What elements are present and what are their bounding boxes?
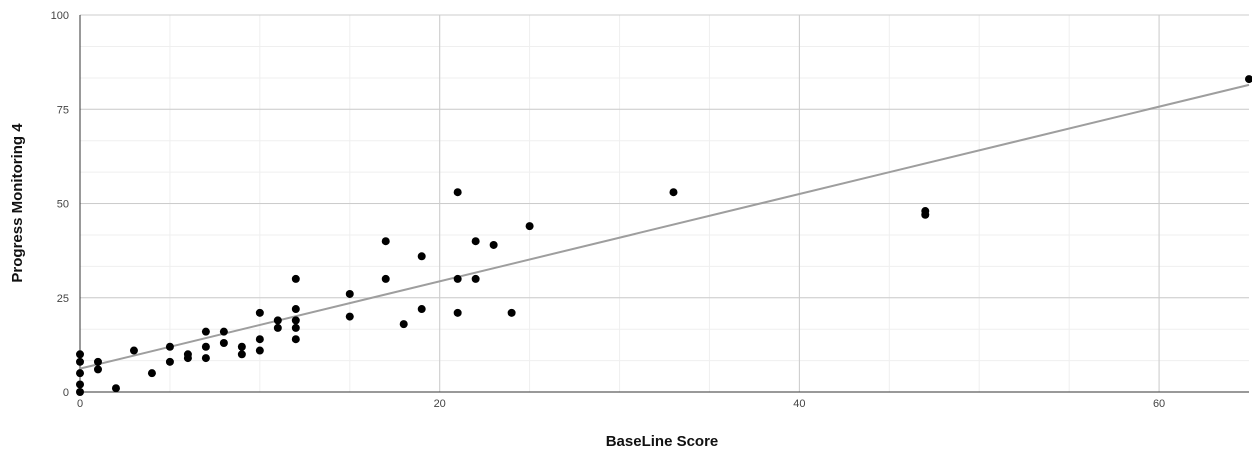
data-point <box>76 388 84 396</box>
data-point <box>165 357 174 366</box>
data-point <box>76 350 84 359</box>
data-point <box>201 354 210 363</box>
data-point <box>165 342 174 351</box>
data-point <box>381 237 390 246</box>
x-tick-label: 40 <box>793 398 805 410</box>
data-point <box>255 308 264 317</box>
x-tick-label: 20 <box>434 398 446 410</box>
axis-ticks: 0 20 40 60 0 25 50 75 100 <box>51 10 1166 410</box>
data-point <box>237 342 246 351</box>
y-axis-title: Progress Monitoring 4 <box>9 123 26 283</box>
data-point <box>183 354 192 363</box>
trendline <box>79 83 1250 370</box>
data-point <box>291 274 300 283</box>
data-point <box>453 308 462 317</box>
data-point <box>921 210 930 219</box>
x-tick-label: 60 <box>1153 398 1165 410</box>
y-tick-label: 100 <box>51 10 69 22</box>
data-point <box>291 305 300 314</box>
data-point <box>111 384 120 393</box>
data-point <box>417 252 426 261</box>
data-point <box>471 237 480 246</box>
data-point <box>417 305 426 314</box>
trendline-group <box>79 83 1250 370</box>
y-tick-label: 50 <box>57 199 69 211</box>
y-tick-label: 75 <box>57 104 69 116</box>
data-point <box>669 188 678 197</box>
y-tick-label: 25 <box>57 293 69 305</box>
data-point <box>76 369 84 378</box>
data-point <box>255 346 264 355</box>
data-point <box>471 274 480 283</box>
data-point <box>147 369 156 378</box>
x-axis-title: BaseLine Score <box>606 433 719 450</box>
data-point <box>291 335 300 344</box>
data-point <box>255 335 264 344</box>
data-point <box>93 357 102 366</box>
y-tick-label: 0 <box>63 387 69 399</box>
grid-lines <box>79 14 1249 393</box>
data-point <box>93 365 102 374</box>
data-point <box>76 380 84 389</box>
data-point <box>525 222 534 231</box>
data-point <box>291 323 300 332</box>
data-point <box>507 308 516 317</box>
data-point <box>453 188 462 197</box>
data-point <box>129 346 138 355</box>
data-point <box>201 342 210 351</box>
x-tick-label: 0 <box>77 398 83 410</box>
data-point <box>345 312 354 321</box>
data-point <box>219 327 228 336</box>
data-point <box>399 320 408 329</box>
data-point <box>237 350 246 359</box>
data-point <box>1245 75 1252 84</box>
data-point <box>291 316 300 325</box>
data-point <box>273 323 282 332</box>
data-point <box>201 327 210 336</box>
data-point <box>453 274 462 283</box>
data-points <box>76 75 1252 396</box>
data-point <box>219 338 228 347</box>
data-point <box>345 289 354 298</box>
data-point <box>489 240 498 249</box>
data-point <box>273 316 282 325</box>
data-point <box>381 274 390 283</box>
data-point <box>76 357 84 366</box>
